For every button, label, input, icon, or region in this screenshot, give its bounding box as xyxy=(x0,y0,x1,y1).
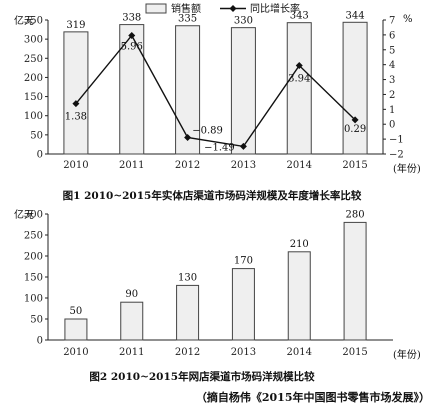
chart1-legend-line-marker xyxy=(229,5,237,12)
chart1-legend-bar-label: 销售额 xyxy=(171,2,201,15)
chart2-bar-label: 130 xyxy=(178,272,197,283)
chart2-bar xyxy=(287,251,311,341)
chart2-x-tick-label: 2015 xyxy=(342,347,367,358)
chart2-y-tick-label: 0 xyxy=(37,336,43,347)
chart2-y-tick-label: 50 xyxy=(30,315,43,326)
chart2-x-tick-label: 2013 xyxy=(231,347,256,358)
chart1: 0 50 100 150 200 250 300 350 −2 −1 0 1 2 3 4 5 6 7 亿元 % (年份)… xyxy=(14,2,421,175)
chart1-bar-label: 344 xyxy=(346,10,365,21)
chart1-x-tick-label: 2014 xyxy=(287,160,312,171)
chart1-left-tick-label: 350 xyxy=(24,16,43,27)
chart2-bar xyxy=(343,221,367,341)
chart1-growth-point xyxy=(128,31,136,39)
chart1-right-tick-label: 4 xyxy=(389,60,395,71)
chart2-bar xyxy=(231,268,255,341)
chart1-x-tick-label: 2013 xyxy=(231,160,256,171)
chart2-y-tick-label: 300 xyxy=(24,210,43,221)
chart1-x-axis-title: (年份) xyxy=(393,162,421,175)
chart1-x-tick-label: 2011 xyxy=(119,160,144,171)
chart1-right-tick-label: 6 xyxy=(389,30,395,41)
chart1-left-axis-title: 亿元 xyxy=(14,14,34,27)
chart1-bar xyxy=(286,22,312,155)
chart1-left-tick-label: 300 xyxy=(24,35,43,46)
chart2-x-tick-label: 2012 xyxy=(175,347,200,358)
chart1-right-tick-label: −2 xyxy=(389,150,404,161)
chart1-growth-point xyxy=(351,116,359,124)
chart1-bar xyxy=(175,25,201,155)
chart1-growth-label: 0.29 xyxy=(344,124,366,135)
chart2-bar-label: 90 xyxy=(125,289,138,300)
chart1-bar-label: 319 xyxy=(66,20,85,31)
chart1-growth-point xyxy=(72,100,80,108)
chart1-growth-point xyxy=(184,133,192,141)
chart2-y-tick-label: 250 xyxy=(24,231,43,242)
chart2-x-tick-label: 2014 xyxy=(287,347,312,358)
chart1-left-tick-label: 200 xyxy=(24,73,43,84)
chart1-growth-line xyxy=(75,34,356,148)
chart1-growth-label: −0.89 xyxy=(192,125,223,136)
chart1-right-tick-label: 1 xyxy=(389,105,395,116)
chart1-growth-label: 3.94 xyxy=(288,74,310,85)
chart1-right-tick-label: 2 xyxy=(389,90,395,101)
chart1-growth-point xyxy=(295,62,303,70)
chart1-growth-label: −1.49 xyxy=(204,142,235,153)
chart1-right-tick-label: −1 xyxy=(389,135,404,146)
chart1-bar-label: 330 xyxy=(234,16,253,27)
chart1-right-tick-label: 7 xyxy=(389,16,395,27)
chart1-right-tick-label: 3 xyxy=(389,75,395,86)
chart1-growth-label: 1.38 xyxy=(65,112,87,123)
chart2-y-tick-label: 200 xyxy=(24,252,43,263)
chart1-right-tick-label: 0 xyxy=(389,120,395,131)
chart2-bar xyxy=(120,301,144,341)
chart2-bar-label: 210 xyxy=(290,239,309,250)
chart1-left-tick-label: 150 xyxy=(24,92,43,103)
chart2-x-axis-title: (年份) xyxy=(393,348,421,361)
chart1-x-tick-label: 2015 xyxy=(342,160,367,171)
chart1-bar-label: 343 xyxy=(290,11,309,22)
chart2-bar-label: 280 xyxy=(346,209,365,220)
chart1-bar-label: 338 xyxy=(122,13,141,24)
chart2-y-tick-label: 150 xyxy=(24,273,43,284)
chart2-title: 图2 2010~2015年网店渠道市场码洋规模比较 xyxy=(89,370,315,383)
chart1-bar-label: 335 xyxy=(178,14,197,25)
chart2-x-tick-label: 2011 xyxy=(119,347,144,358)
chart1-title: 图1 2010~2015年实体店渠道市场码洋规模及年度增长率比较 xyxy=(63,189,362,202)
chart1-left-tick-label: 50 xyxy=(30,130,43,141)
chart2-bar-label: 50 xyxy=(70,306,83,317)
chart1-growth-label: 5.96 xyxy=(121,41,143,52)
chart1-right-axis-title: % xyxy=(403,14,413,25)
chart1-x-tick-label: 2010 xyxy=(63,160,88,171)
chart1-left-tick-label: 0 xyxy=(37,150,43,161)
chart1-legend-line-label: 同比增长率 xyxy=(250,2,300,15)
chart1-left-tick-label: 250 xyxy=(24,54,43,65)
chart1-x-tick-label: 2012 xyxy=(175,160,200,171)
chart1-legend: 销售额 同比增长率 xyxy=(145,2,300,15)
chart1-bar xyxy=(342,21,368,155)
chart1-legend-bar-swatch xyxy=(145,3,167,14)
chart1-bar xyxy=(230,27,256,155)
source-citation: （摘自杨伟《2015年中国图书零售市场发展》） xyxy=(196,390,430,404)
chart1-left-tick-label: 100 xyxy=(24,111,43,122)
chart2-y-tick-label: 100 xyxy=(24,294,43,305)
chart2-x-tick-label: 2010 xyxy=(63,347,88,358)
chart1-growth-point xyxy=(239,142,247,150)
chart2-bar xyxy=(176,284,200,341)
chart2-bar xyxy=(64,318,88,341)
chart2-y-axis-title: 亿元 xyxy=(14,208,34,221)
chart2-bar-label: 170 xyxy=(234,256,253,267)
chart1-right-tick-label: 5 xyxy=(389,45,395,56)
